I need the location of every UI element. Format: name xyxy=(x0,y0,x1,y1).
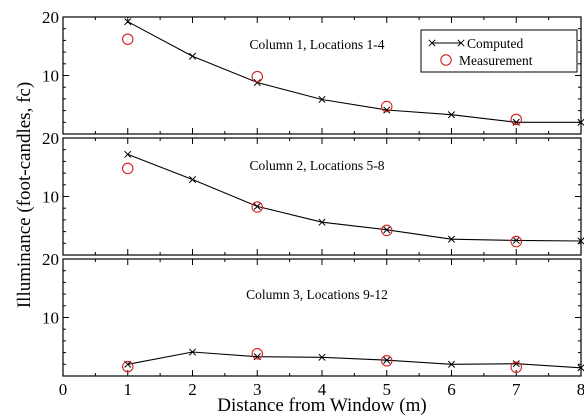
legend-computed-label: Computed xyxy=(467,36,523,51)
computed-point xyxy=(188,52,197,60)
legend: Computed Measurement xyxy=(420,29,578,73)
computed-point xyxy=(318,218,326,226)
x-marker-stroke xyxy=(383,226,391,234)
x-marker-stroke xyxy=(428,39,436,47)
legend-measurement-label: Measurement xyxy=(459,53,533,68)
measurement-point xyxy=(380,224,393,237)
computed-point xyxy=(447,235,456,243)
computed-point xyxy=(577,364,584,372)
computed-point xyxy=(383,106,391,114)
computed-point xyxy=(383,356,391,364)
computed-point xyxy=(447,360,456,368)
panel-frame xyxy=(62,137,582,256)
x-tick-label: 8 xyxy=(577,380,584,399)
x-axis-label: Distance from Window (m) xyxy=(217,395,426,415)
computed-point xyxy=(253,78,261,87)
panel-3: 10 20 Column 3, Locations 9-12 0 1 2 3 4 5 6 7 8 xyxy=(42,250,584,399)
legend-computed-marker xyxy=(428,39,436,47)
x-marker-stroke xyxy=(577,237,584,245)
x-marker-stroke xyxy=(383,356,391,364)
y-tick-label: 20 xyxy=(42,129,59,148)
computed-point xyxy=(124,18,132,26)
computed-point xyxy=(253,202,261,210)
x-marker-stroke xyxy=(253,202,261,210)
computed-point xyxy=(383,226,391,234)
x-marker-stroke xyxy=(457,39,465,47)
x-tick-label: 2 xyxy=(188,380,197,399)
panel-1: 10 20 Column 1, Locations 1-4 Computed Measu… xyxy=(42,8,584,135)
measurement-point xyxy=(380,355,393,367)
measurement-point xyxy=(122,33,134,45)
computed-point xyxy=(447,111,456,119)
x-marker-stroke xyxy=(447,111,456,119)
x-tick-label: 4 xyxy=(318,380,327,399)
x-marker-stroke xyxy=(318,218,326,226)
x-marker-stroke xyxy=(188,348,197,356)
x-marker-stroke xyxy=(188,175,197,184)
y-axis-label: Illuminance (foot-candles, fc) xyxy=(14,82,35,308)
y-tick-label: 10 xyxy=(42,188,59,207)
x-marker-stroke xyxy=(447,360,456,368)
measurement-point xyxy=(510,235,522,248)
measurement-point xyxy=(510,361,522,373)
panel-frame xyxy=(62,258,582,377)
x-tick-label: 3 xyxy=(253,380,262,399)
measurement-point xyxy=(251,70,264,83)
measurement-point xyxy=(251,201,264,213)
x-marker-stroke xyxy=(512,236,520,244)
computed-point xyxy=(318,353,326,361)
x-marker-stroke xyxy=(318,95,326,104)
computed-point xyxy=(188,348,197,356)
computed-point xyxy=(512,360,520,368)
measurement-point xyxy=(510,113,522,126)
computed-point xyxy=(512,236,520,244)
computed-point xyxy=(124,150,132,158)
computed-line xyxy=(127,21,581,123)
measurement-point xyxy=(251,348,264,360)
x-marker-stroke xyxy=(383,106,391,114)
y-tick-label: 20 xyxy=(42,8,59,27)
panel-title: Column 1, Locations 1-4 xyxy=(250,37,385,52)
x-marker-stroke xyxy=(188,52,197,60)
y-tick-label: 10 xyxy=(42,309,59,328)
y-tick-label: 20 xyxy=(42,250,59,269)
panel-title: Column 3, Locations 9-12 xyxy=(246,287,388,302)
y-tick-label: 10 xyxy=(42,67,59,86)
x-tick-label: 1 xyxy=(124,380,133,399)
x-marker-stroke xyxy=(124,18,132,26)
legend-measurement-marker xyxy=(440,54,452,66)
x-tick-label: 5 xyxy=(383,380,392,399)
x-tick-label: 0 xyxy=(59,380,68,399)
computed-point xyxy=(577,237,584,245)
x-marker-stroke xyxy=(318,353,326,361)
x-tick-label: 7 xyxy=(512,380,521,399)
x-marker-stroke xyxy=(447,235,456,243)
measurement-point xyxy=(122,162,134,175)
panel-2: 10 20 Column 2, Locations 5-8 xyxy=(42,129,584,256)
legend-computed-marker xyxy=(457,39,465,47)
x-marker-stroke xyxy=(577,118,584,126)
measurement-point xyxy=(380,100,393,113)
computed-point xyxy=(318,95,326,104)
computed-point xyxy=(577,118,584,126)
x-marker-stroke xyxy=(253,78,261,87)
computed-line xyxy=(127,153,582,242)
computed-line xyxy=(127,351,582,369)
measurement-point xyxy=(122,360,134,373)
computed-point xyxy=(188,175,197,184)
x-tick-label: 6 xyxy=(447,380,456,399)
x-marker-stroke xyxy=(124,150,132,158)
panel-title: Column 2, Locations 5-8 xyxy=(250,158,385,173)
x-marker-stroke xyxy=(512,360,520,368)
x-marker-stroke xyxy=(577,364,584,372)
